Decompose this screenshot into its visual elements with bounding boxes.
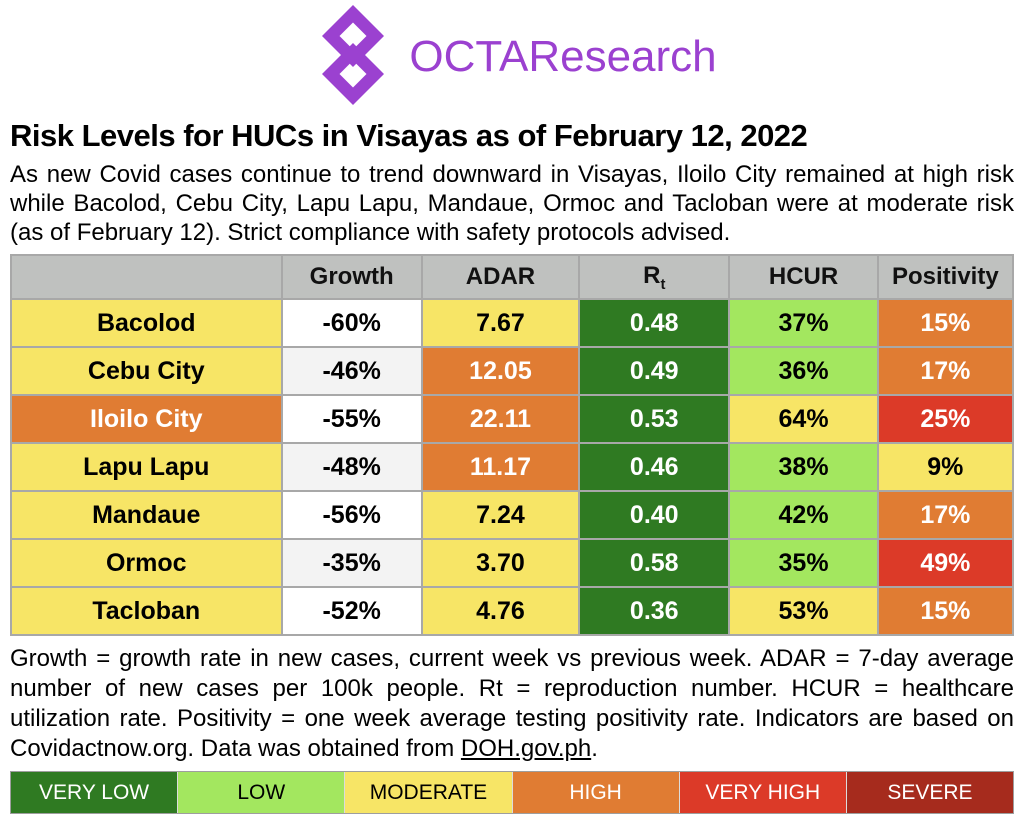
footnote-suffix: . [591, 735, 598, 762]
risk-legend: VERY LOW LOW MODERATE HIGH VERY HIGH SEVERE [10, 771, 1014, 814]
cell-tacloban-adar: 4.76 [420, 586, 581, 636]
infographic: OCTAResearch Risk Levels for HUCs in Vis… [10, 4, 1015, 814]
cell-lapu-lapu-hcur: 38% [728, 442, 879, 492]
cell-tacloban-positivity: 15% [876, 586, 1015, 636]
col-header-adar: ADAR [420, 254, 581, 300]
col-header-rt: Rt [578, 254, 731, 300]
cell-iloilo-city-adar: 22.11 [420, 394, 581, 444]
cell-cebu-city-positivity: 17% [876, 346, 1015, 396]
risk-table: Growth ADAR Rt HCUR Positivity Bacolod -60% 7.… [10, 254, 1015, 636]
octa-diamonds-icon [307, 4, 399, 110]
cell-mandaue-adar: 7.24 [420, 490, 581, 540]
cell-mandaue-positivity: 17% [876, 490, 1015, 540]
table-row-lapu-lapu: Lapu Lapu -48% 11.17 0.46 38% 9% [10, 442, 1015, 492]
table-header-row: Growth ADAR Rt HCUR Positivity [10, 254, 1015, 300]
cell-cebu-city-growth: -46% [280, 346, 423, 396]
col-header-city [10, 254, 283, 300]
table-row-iloilo-city: Iloilo City -55% 22.11 0.53 64% 25% [10, 394, 1015, 444]
cell-lapu-lapu-adar: 11.17 [420, 442, 581, 492]
cell-tacloban-hcur: 53% [728, 586, 879, 636]
table-row-bacolod: Bacolod -60% 7.67 0.48 37% 15% [10, 298, 1015, 348]
risk-table-body: Bacolod -60% 7.67 0.48 37% 15% Cebu City -46% 12… [10, 298, 1015, 636]
cell-iloilo-city-city: Iloilo City [10, 394, 283, 444]
cell-iloilo-city-positivity: 25% [876, 394, 1015, 444]
legend-high: HIGH [511, 772, 679, 813]
legend-very-high: VERY HIGH [678, 772, 846, 813]
cell-cebu-city-city: Cebu City [10, 346, 283, 396]
table-row-ormoc: Ormoc -35% 3.70 0.58 35% 49% [10, 538, 1015, 588]
cell-cebu-city-adar: 12.05 [420, 346, 581, 396]
cell-mandaue-growth: -56% [280, 490, 423, 540]
cell-ormoc-adar: 3.70 [420, 538, 581, 588]
logo-text: OCTAResearch [409, 32, 717, 81]
cell-bacolod-city: Bacolod [10, 298, 283, 348]
cell-mandaue-hcur: 42% [728, 490, 879, 540]
cell-ormoc-city: Ormoc [10, 538, 283, 588]
cell-ormoc-hcur: 35% [728, 538, 879, 588]
cell-lapu-lapu-city: Lapu Lapu [10, 442, 283, 492]
cell-bacolod-hcur: 37% [728, 298, 879, 348]
cell-bacolod-rt: 0.48 [578, 298, 731, 348]
footnote: Growth = growth rate in new cases, curre… [10, 644, 1014, 764]
cell-cebu-city-rt: 0.49 [578, 346, 731, 396]
cell-mandaue-city: Mandaue [10, 490, 283, 540]
col-header-hcur: HCUR [728, 254, 879, 300]
cell-ormoc-positivity: 49% [876, 538, 1015, 588]
doh-link[interactable]: DOH.gov.ph [460, 735, 592, 762]
legend-moderate: MODERATE [344, 772, 512, 813]
cell-tacloban-rt: 0.36 [578, 586, 731, 636]
table-row-mandaue: Mandaue -56% 7.24 0.40 42% 17% [10, 490, 1015, 540]
page-title: Risk Levels for HUCs in Visayas as of Fe… [10, 118, 808, 153]
col-header-growth: Growth [280, 254, 423, 300]
cell-bacolod-growth: -60% [280, 298, 423, 348]
footnote-text: Growth = growth rate in new cases, curre… [10, 645, 1014, 762]
logo: OCTAResearch [10, 4, 1014, 110]
intro-paragraph: As new Covid cases continue to trend dow… [10, 161, 1014, 246]
cell-cebu-city-hcur: 36% [728, 346, 879, 396]
col-header-positivity: Positivity [876, 254, 1015, 300]
cell-lapu-lapu-growth: -48% [280, 442, 423, 492]
cell-bacolod-positivity: 15% [876, 298, 1015, 348]
legend-very-low: VERY LOW [11, 772, 178, 813]
cell-ormoc-growth: -35% [280, 538, 423, 588]
cell-ormoc-rt: 0.58 [578, 538, 731, 588]
cell-bacolod-adar: 7.67 [420, 298, 581, 348]
cell-tacloban-growth: -52% [280, 586, 423, 636]
cell-lapu-lapu-rt: 0.46 [578, 442, 731, 492]
cell-iloilo-city-rt: 0.53 [578, 394, 731, 444]
legend-severe: SEVERE [845, 772, 1014, 813]
cell-iloilo-city-hcur: 64% [728, 394, 879, 444]
cell-iloilo-city-growth: -55% [280, 394, 423, 444]
table-row-tacloban: Tacloban -52% 4.76 0.36 53% 15% [10, 586, 1015, 636]
cell-lapu-lapu-positivity: 9% [876, 442, 1015, 492]
cell-tacloban-city: Tacloban [10, 586, 283, 636]
table-row-cebu-city: Cebu City -46% 12.05 0.49 36% 17% [10, 346, 1015, 396]
legend-low: LOW [177, 772, 345, 813]
cell-mandaue-rt: 0.40 [578, 490, 731, 540]
